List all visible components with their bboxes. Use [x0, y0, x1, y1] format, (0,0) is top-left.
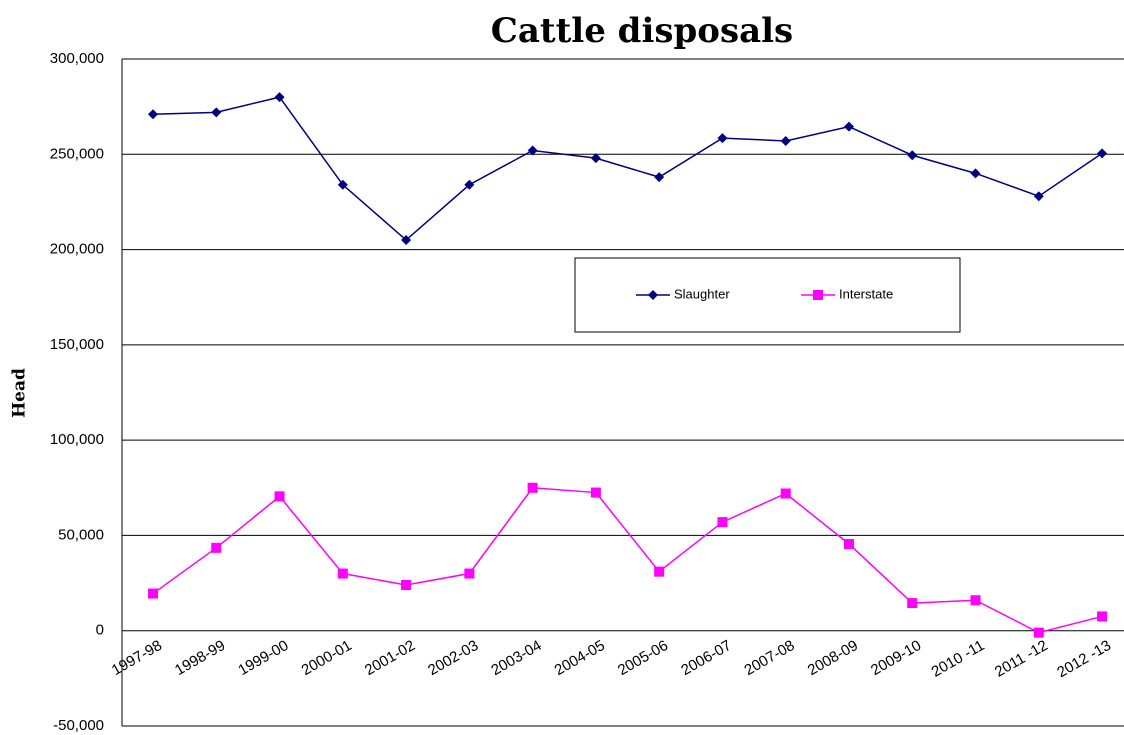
x-tick-label: 2006-07 [678, 637, 734, 679]
x-tick-label: 2008-09 [805, 637, 861, 679]
x-tick-label: 2000-01 [299, 637, 355, 679]
data-point [337, 568, 348, 579]
data-point [464, 179, 475, 190]
x-tick-label: 2012 -13 [1054, 637, 1114, 681]
data-point [527, 482, 538, 493]
legend-label: Slaughter [674, 286, 730, 301]
data-point [211, 107, 222, 118]
data-point [274, 92, 285, 103]
data-point [148, 588, 158, 599]
data-point [907, 598, 918, 609]
data-point [717, 517, 728, 528]
data-point [401, 235, 412, 246]
series-line [152, 96, 1103, 242]
x-tick-label: 2004-05 [552, 637, 608, 679]
legend-label: Interstate [839, 286, 893, 301]
data-point [907, 150, 918, 161]
legend-marker [648, 290, 658, 300]
x-tick-label: 2010 -11 [929, 637, 988, 681]
data-point [1097, 148, 1108, 159]
y-tick-label: 150,000 [50, 336, 104, 353]
data-point [1033, 191, 1044, 202]
y-axis-label: Head [10, 368, 30, 418]
chart-title: Cattle disposals [491, 11, 793, 51]
y-tick-label: 250,000 [50, 145, 104, 162]
y-tick-label: 200,000 [50, 241, 104, 258]
y-tick-label: -50,000 [53, 717, 104, 734]
data-point [843, 121, 854, 132]
data-point [590, 487, 601, 498]
y-tick-label: 100,000 [50, 431, 104, 448]
x-tick-label: 1998-99 [172, 637, 228, 679]
data-point [337, 179, 348, 190]
x-tick-label: 2009-10 [868, 637, 924, 679]
legend-box [574, 257, 961, 333]
y-tick-label: 300,000 [50, 50, 104, 67]
data-point [780, 135, 791, 146]
y-tick-label: 0 [96, 622, 104, 639]
data-point [401, 579, 412, 590]
data-point [211, 542, 222, 553]
data-point [148, 109, 158, 120]
data-point [970, 595, 981, 606]
data-point [843, 539, 854, 550]
x-tick-label: 1999-00 [235, 637, 291, 679]
series-line [152, 487, 1103, 634]
x-tick-label: 2007-08 [741, 637, 797, 679]
legend-marker [813, 290, 823, 300]
x-tick-label: 2005-06 [615, 637, 671, 679]
data-point [654, 566, 665, 577]
x-tick-label: 2003-04 [488, 637, 544, 679]
y-tick-label: 50,000 [58, 526, 104, 543]
data-point [464, 568, 475, 579]
x-tick-label: 1997-98 [109, 637, 165, 679]
data-point [1097, 611, 1108, 622]
data-point [274, 491, 285, 502]
data-point [527, 145, 538, 156]
data-point [654, 172, 665, 183]
x-tick-label: 2001-02 [362, 637, 418, 679]
data-point [590, 153, 601, 164]
data-point [780, 488, 791, 499]
x-tick-label: 2002-03 [425, 637, 481, 679]
x-tick-label: 2011 -12 [992, 637, 1051, 681]
data-point [970, 168, 981, 179]
data-point [1033, 627, 1044, 638]
data-point [717, 133, 728, 144]
